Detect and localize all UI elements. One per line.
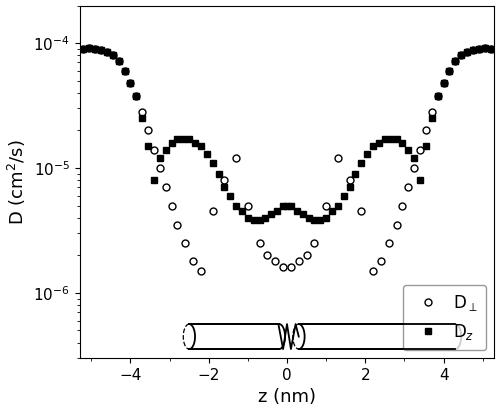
D$_z$ [250, 218, 256, 223]
D$_{\perp}$ [92, 47, 98, 52]
D$_{\perp}$ [86, 45, 92, 50]
D$_z$ [86, 45, 92, 50]
D$_{\perp}$ [80, 47, 86, 52]
D$_z$ [145, 143, 151, 148]
D$_{\perp}$ [370, 268, 376, 273]
Legend: D$_{\perp}$, D$_z$: D$_{\perp}$, D$_z$ [403, 285, 486, 350]
D$_{\perp}$ [423, 128, 429, 133]
Line: D$_z$: D$_z$ [80, 44, 494, 224]
D$_z$ [458, 53, 464, 58]
D$_{\perp}$ [488, 47, 494, 52]
D$_z$ [335, 203, 341, 208]
D$_z$ [488, 47, 494, 52]
X-axis label: z (nm): z (nm) [258, 389, 316, 407]
D$_z$ [476, 47, 482, 52]
D$_{\perp}$ [198, 268, 204, 273]
D$_{\perp}$ [233, 156, 239, 161]
Y-axis label: D (cm$^2$/s): D (cm$^2$/s) [6, 139, 28, 225]
D$_z$ [80, 47, 86, 52]
D$_{\perp}$ [335, 156, 341, 161]
D$_{\perp}$ [386, 241, 392, 246]
D$_z$ [98, 48, 104, 53]
Line: D$_{\perp}$: D$_{\perp}$ [80, 44, 494, 274]
D$_z$ [288, 203, 294, 208]
